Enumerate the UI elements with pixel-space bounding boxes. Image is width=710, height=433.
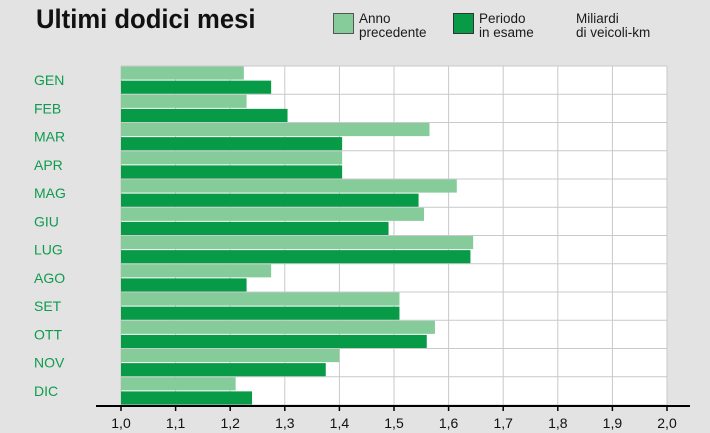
bar-previous-year xyxy=(121,377,236,391)
legend-swatch-current-period xyxy=(453,13,474,34)
legend-swatch-previous-year xyxy=(333,13,354,34)
bar-previous-year xyxy=(121,207,425,221)
category-label: AGO xyxy=(34,270,65,286)
bar-previous-year xyxy=(121,264,272,278)
bar-previous-year xyxy=(121,349,340,363)
bar-current-period xyxy=(121,165,343,179)
x-tick-label: 1,8 xyxy=(548,415,568,431)
category-label: SET xyxy=(34,298,62,314)
x-tick-label: 2,0 xyxy=(657,415,677,431)
category-label: APR xyxy=(34,157,63,173)
bar-current-period xyxy=(121,108,288,122)
bar-previous-year xyxy=(121,66,244,80)
category-label: NOV xyxy=(34,355,65,371)
bar-previous-year xyxy=(121,151,343,165)
bar-previous-year xyxy=(121,94,247,108)
x-tick-label: 1,6 xyxy=(439,415,459,431)
bar-current-period xyxy=(121,137,343,151)
x-tick-label: 1,3 xyxy=(275,415,295,431)
bar-current-period xyxy=(121,250,471,264)
category-label: OTT xyxy=(34,326,62,342)
legend-item-previous-year: Anno precedente xyxy=(333,12,427,40)
x-tick-label: 1,2 xyxy=(220,415,240,431)
bar-current-period xyxy=(121,193,419,207)
x-tick-label: 1,4 xyxy=(330,415,350,431)
bar-previous-year xyxy=(121,292,400,306)
category-label: LUG xyxy=(34,242,63,258)
bar-current-period xyxy=(121,221,389,235)
x-tick-label: 1,1 xyxy=(166,415,186,431)
x-tick-label: 1,9 xyxy=(603,415,623,431)
category-label: DIC xyxy=(34,383,58,399)
legend-item-current-period: Periodo in esame xyxy=(453,12,534,40)
bar-current-period xyxy=(121,278,247,292)
x-tick-label: 1,7 xyxy=(493,415,513,431)
bar-current-period xyxy=(121,363,326,377)
bar-previous-year xyxy=(121,123,430,137)
legend-label-previous-year: Anno precedente xyxy=(359,11,427,40)
bar-current-period xyxy=(121,80,272,94)
x-tick-label: 1,0 xyxy=(111,415,131,431)
category-label: MAG xyxy=(34,185,66,201)
bar-current-period xyxy=(121,306,400,320)
unit-label: Miliardi di veicoli-km xyxy=(576,11,651,40)
legend-label-current-period: Periodo in esame xyxy=(479,11,534,40)
bar-previous-year xyxy=(121,179,457,193)
x-tick-label: 1,5 xyxy=(384,415,404,431)
category-label: MAR xyxy=(34,129,65,145)
chart-title: Ultimi dodici mesi xyxy=(36,4,256,34)
bar-previous-year xyxy=(121,236,474,250)
bar-current-period xyxy=(121,391,253,405)
category-label: GIU xyxy=(34,213,59,229)
bar-previous-year xyxy=(121,320,435,334)
bar-current-period xyxy=(121,334,427,348)
category-label: GEN xyxy=(34,72,64,88)
category-label: FEB xyxy=(34,100,61,116)
